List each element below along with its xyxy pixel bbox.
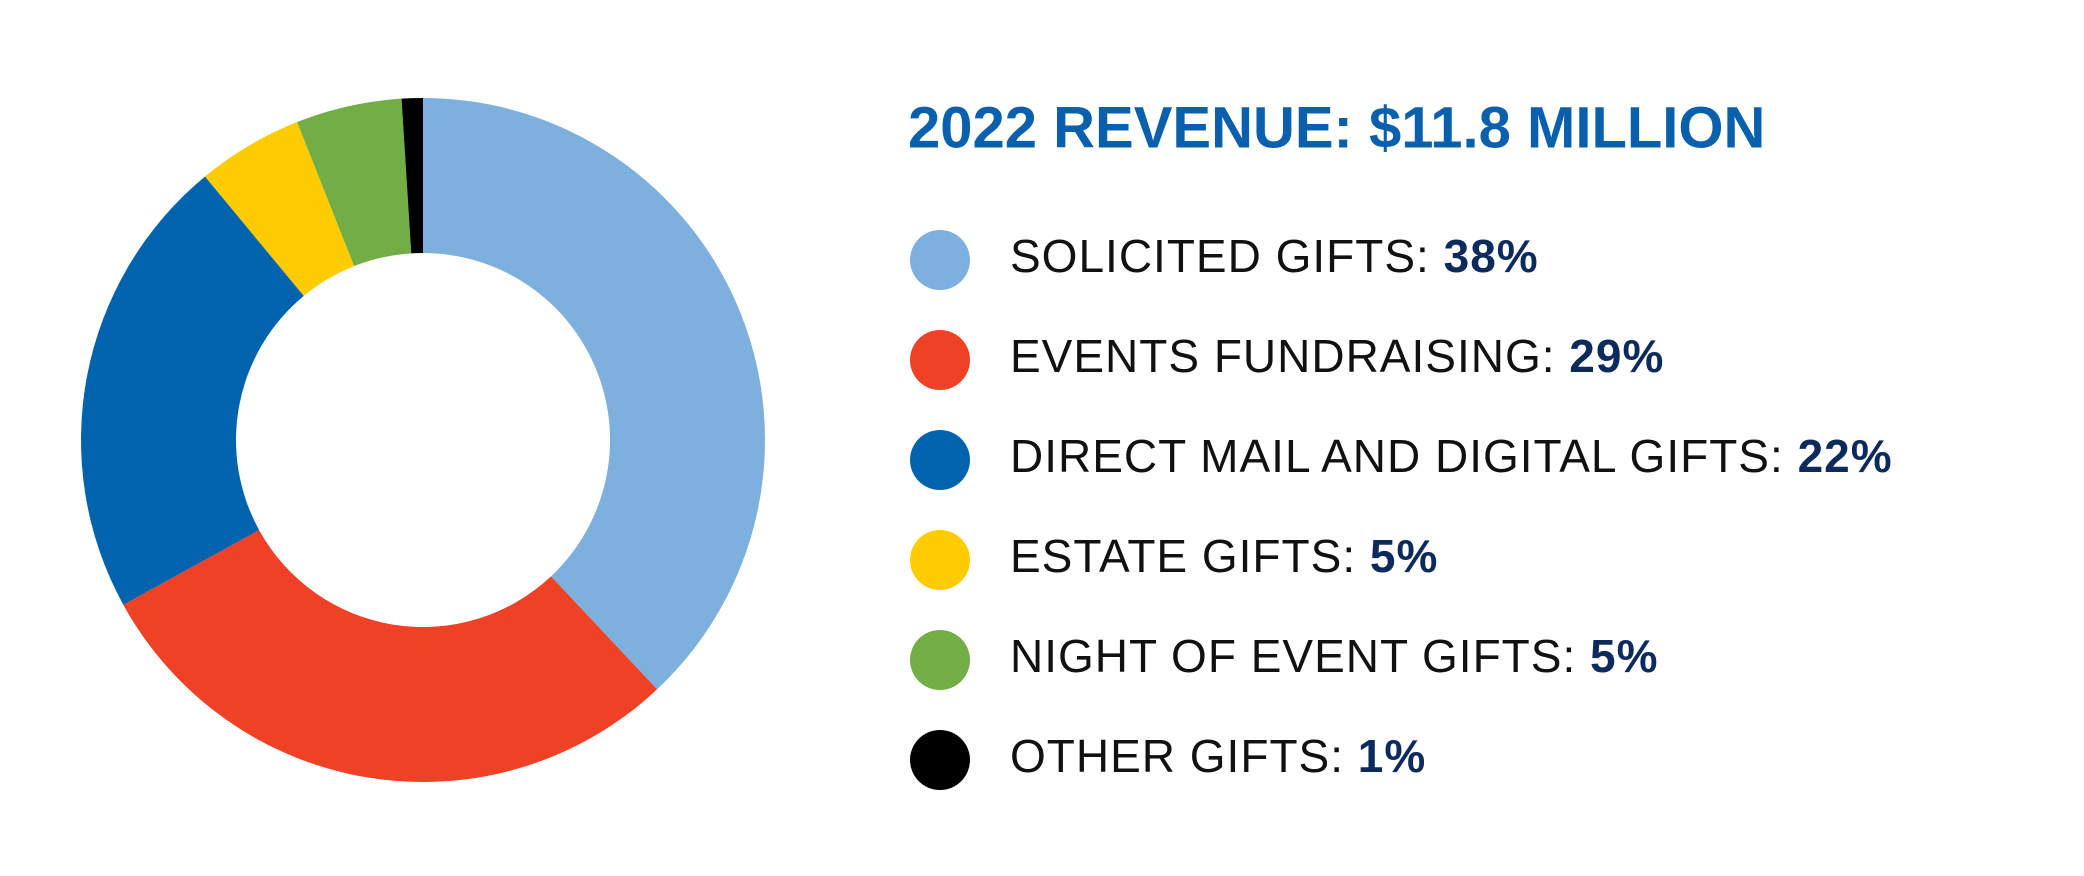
donut-slice [81, 176, 304, 605]
legend-label: OTHER GIFTS: [1010, 730, 1344, 782]
legend-swatch [910, 330, 970, 390]
legend-swatch [910, 430, 970, 490]
legend-label: EVENTS FUNDRAISING: [1010, 330, 1556, 382]
legend-entry: EVENTS FUNDRAISING: 29% [1010, 330, 1664, 382]
legend-entry: SOLICITED GIFTS: 38% [1010, 230, 1539, 282]
legend-swatch [910, 530, 970, 590]
donut-slice [205, 122, 355, 296]
donut-slice [401, 98, 423, 254]
legend-label: DIRECT MAIL AND DIGITAL GIFTS: [1010, 430, 1784, 482]
legend-label: ESTATE GIFTS: [1010, 530, 1356, 582]
value-label: 22% [1798, 430, 1893, 482]
value-label: 38% [1444, 230, 1539, 282]
legend-entry: ESTATE GIFTS: 5% [1010, 530, 1438, 582]
legend-swatch [910, 630, 970, 690]
legend-swatch [910, 230, 970, 290]
legend-label: SOLICITED GIFTS: [1010, 230, 1430, 282]
donut-slice [423, 98, 765, 690]
legend-swatch [910, 730, 970, 790]
legend-entry: NIGHT OF EVENT GIFTS: 5% [1010, 630, 1659, 682]
value-label: 5% [1590, 630, 1658, 682]
legend-label: NIGHT OF EVENT GIFTS: [1010, 630, 1576, 682]
legend-entry: OTHER GIFTS: 1% [1010, 730, 1426, 782]
value-label: 1% [1358, 730, 1426, 782]
donut-slice [297, 98, 412, 267]
value-label: 29% [1569, 330, 1664, 382]
chart-title: 2022 REVENUE: $11.8 MILLION [908, 95, 1765, 160]
donut-slice [123, 530, 658, 782]
value-label: 5% [1370, 530, 1438, 582]
legend-entry: DIRECT MAIL AND DIGITAL GIFTS: 22% [1010, 430, 1893, 482]
